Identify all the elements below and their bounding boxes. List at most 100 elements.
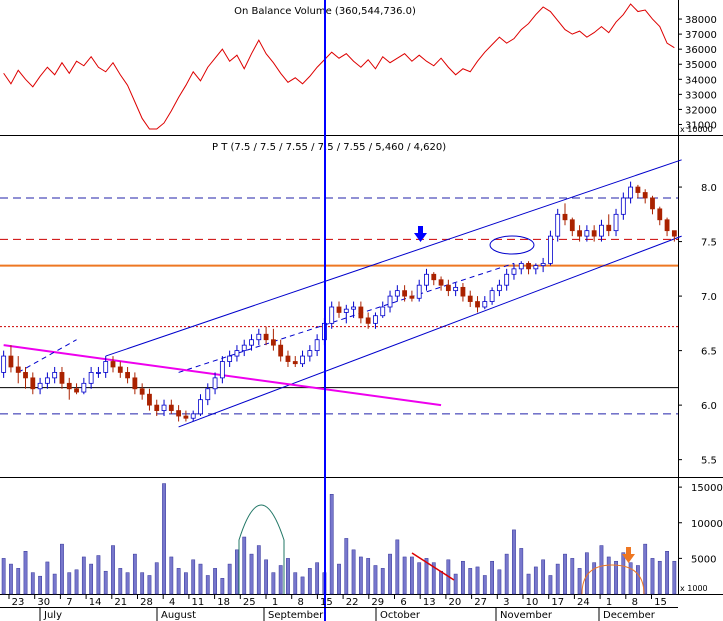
volume-bar: [388, 553, 392, 595]
price-title: P T (7.5 / 7.5 / 7.55 / 7.5 / 7.55 / 5,4…: [212, 142, 446, 153]
candle-body: [329, 306, 335, 324]
volume-bar: [504, 553, 509, 595]
candle-body: [409, 295, 415, 299]
x-day-label: 1: [272, 597, 278, 608]
volume-bar: [555, 563, 560, 595]
volume-bar: [256, 545, 261, 595]
volume-bar: [16, 568, 21, 595]
candle-body: [241, 344, 247, 352]
volume-bar: [52, 573, 57, 595]
candle-body: [198, 399, 203, 415]
candle-body: [482, 301, 488, 308]
volume-bar: [533, 566, 538, 595]
x-day-label: 6: [400, 597, 406, 608]
volume-bar: [482, 575, 487, 595]
candle-body: [511, 268, 517, 275]
candle-body: [147, 393, 152, 406]
volume-bar: [402, 556, 407, 595]
candle-body: [650, 197, 655, 210]
candle-body: [336, 306, 342, 313]
candle-body: [15, 366, 21, 373]
obv-line: [3, 3, 675, 130]
volume-bar: [1, 558, 6, 595]
channel-mid-trendline: [178, 262, 515, 373]
volume-bar: [417, 562, 422, 595]
x-day-label: 15: [654, 597, 667, 608]
volume-bar: [380, 568, 385, 595]
candle-body: [606, 224, 612, 232]
x-day-label: 4: [169, 597, 175, 608]
volume-bar: [548, 575, 553, 595]
volume-bar: [373, 565, 378, 595]
candle-body: [285, 355, 291, 362]
candle-body: [219, 361, 225, 379]
volume-bar: [672, 560, 677, 595]
x-day-label: 25: [243, 597, 256, 608]
candle-body: [125, 372, 130, 379]
price-panel: 5.5 6.0 6.5 7.0 7.5 8.0 P T (7.5 / 7.5 / 7.55…: [0, 142, 717, 467]
volume-bar: [74, 569, 79, 595]
volume-bar: [621, 552, 626, 595]
candle-body: [438, 279, 444, 286]
volume-bar: [81, 556, 86, 595]
volume-bar: [286, 558, 290, 595]
volume-bar: [213, 568, 217, 595]
volume-bar: [366, 558, 371, 595]
volume-bar: [315, 562, 320, 595]
candle-body: [23, 372, 28, 379]
consolidation-ellipse: [489, 235, 535, 255]
volume-bar: [636, 565, 640, 595]
obv-tick-label: 38000: [685, 15, 717, 26]
volume-bar: [592, 562, 597, 595]
volume-bar: [628, 562, 633, 595]
x-day-label: 18: [217, 597, 230, 608]
candle-body: [103, 361, 109, 373]
x-month-label: July: [43, 610, 62, 621]
volume-bar: [650, 558, 655, 595]
x-day-label: 21: [114, 597, 127, 608]
candle-body: [314, 339, 320, 352]
candle-body: [489, 290, 495, 302]
candle-body: [227, 355, 233, 362]
x-month-label: October: [380, 610, 421, 621]
volume-bar: [118, 568, 123, 595]
candle-body: [518, 262, 524, 270]
candle-body: [431, 273, 437, 281]
x-day-label: 17: [551, 597, 564, 608]
volume-bar: [475, 566, 480, 595]
candle-body: [154, 404, 160, 411]
x-day-label: 10: [526, 597, 539, 608]
price-tick-label: 8.0: [701, 183, 717, 194]
obv-tick-label: 31000: [685, 120, 717, 131]
volume-tick-label: 15000: [691, 483, 723, 494]
volume-bar: [271, 572, 276, 595]
x-day-label: 7: [66, 597, 72, 608]
volume-bar: [227, 563, 232, 595]
candle-body: [8, 355, 14, 368]
candle-body: [620, 197, 626, 215]
candle-body: [66, 382, 72, 390]
candle-body: [176, 410, 182, 417]
candle-body: [1, 355, 7, 373]
candle-body: [380, 306, 386, 317]
candle-body: [613, 213, 619, 232]
candle-body: [387, 295, 393, 308]
candle-body: [88, 372, 94, 384]
volume-bar: [468, 568, 473, 595]
obv-tick-label: 36000: [685, 45, 717, 56]
obv-tick-label: 35000: [685, 60, 717, 71]
candle-body: [453, 286, 459, 292]
volume-bar: [424, 558, 429, 595]
volume-bar: [89, 563, 94, 595]
x-day-label: 8: [298, 597, 304, 608]
volume-scale-note: x 1000: [680, 584, 708, 593]
volume-bar: [198, 563, 203, 595]
volume-tick-label: 5000: [691, 554, 716, 565]
volume-bar: [358, 556, 363, 595]
candle-body: [249, 339, 254, 346]
x-month-label: December: [603, 610, 656, 621]
volume-bar: [657, 560, 662, 595]
candle-body: [59, 372, 65, 384]
panel-frames: [0, 0, 723, 595]
